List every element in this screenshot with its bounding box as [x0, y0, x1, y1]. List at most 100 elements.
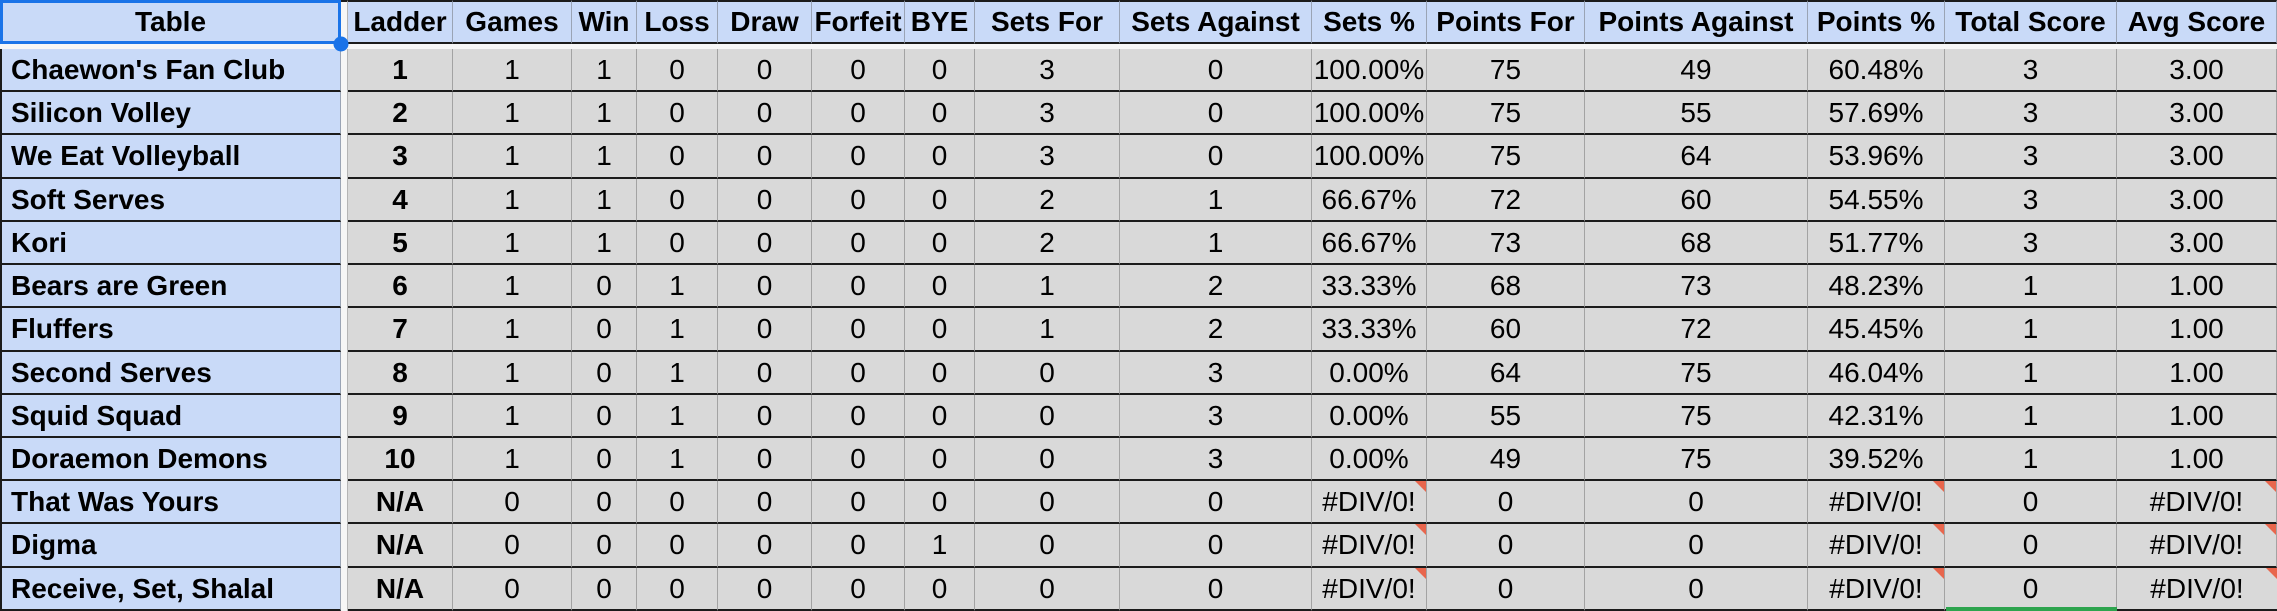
data-cell[interactable]: 46.04% — [1808, 351, 1945, 395]
data-cell[interactable]: 0 — [905, 135, 975, 179]
team-name-cell[interactable]: Squid Squad — [0, 394, 341, 438]
data-cell[interactable]: 0 — [718, 394, 812, 438]
header-cell-loss[interactable]: Loss — [637, 0, 718, 44]
data-cell[interactable]: 75 — [1585, 351, 1808, 395]
data-cell[interactable]: 3 — [1945, 135, 2117, 179]
header-cell-draw[interactable]: Draw — [718, 0, 812, 44]
data-cell[interactable]: 0 — [812, 92, 905, 136]
data-cell[interactable]: 3 — [1945, 92, 2117, 136]
data-cell[interactable]: 0 — [718, 567, 812, 611]
data-cell[interactable]: 1.00 — [2117, 265, 2277, 309]
data-cell[interactable]: 0 — [1427, 481, 1585, 525]
data-cell[interactable]: 72 — [1427, 178, 1585, 222]
data-cell[interactable]: 75 — [1585, 394, 1808, 438]
data-cell[interactable]: 2 — [975, 221, 1120, 266]
data-cell[interactable]: 1 — [637, 308, 718, 352]
data-cell[interactable]: 49 — [1427, 437, 1585, 482]
data-cell[interactable]: 3.00 — [2117, 221, 2277, 266]
data-cell[interactable]: 3 — [975, 49, 1120, 93]
team-name-cell[interactable]: Chaewon's Fan Club — [0, 49, 341, 93]
data-cell[interactable]: 0 — [453, 567, 572, 611]
team-name-cell[interactable]: Receive, Set, Shalal — [0, 567, 341, 611]
data-cell[interactable]: 0.00% — [1312, 437, 1427, 482]
data-cell[interactable]: 66.67% — [1312, 221, 1427, 266]
data-cell[interactable]: 3 — [1120, 437, 1312, 482]
data-cell[interactable]: 1 — [453, 265, 572, 309]
data-cell[interactable]: 0 — [905, 437, 975, 482]
team-name-cell[interactable]: Doraemon Demons — [0, 437, 341, 482]
team-name-cell[interactable]: That Was Yours — [0, 481, 341, 525]
data-cell[interactable]: 0 — [812, 308, 905, 352]
data-cell[interactable]: #DIV/0! — [2117, 524, 2277, 568]
data-cell[interactable]: 0 — [905, 49, 975, 93]
data-cell[interactable]: 42.31% — [1808, 394, 1945, 438]
data-cell[interactable]: 0 — [812, 351, 905, 395]
data-cell[interactable]: 1 — [1120, 178, 1312, 222]
data-cell[interactable]: 0 — [1427, 567, 1585, 611]
data-cell[interactable]: 60 — [1427, 308, 1585, 352]
data-cell[interactable]: 2 — [1120, 265, 1312, 309]
data-cell[interactable]: 0 — [975, 437, 1120, 482]
team-name-cell[interactable]: Soft Serves — [0, 178, 341, 222]
team-name-cell[interactable]: Second Serves — [0, 351, 341, 395]
team-name-cell[interactable]: Digma — [0, 524, 341, 568]
data-cell[interactable]: 0 — [1120, 567, 1312, 611]
data-cell[interactable]: 0 — [975, 481, 1120, 525]
data-cell[interactable]: 33.33% — [1312, 265, 1427, 309]
data-cell[interactable]: 1 — [572, 221, 637, 266]
data-cell[interactable]: 0 — [718, 92, 812, 136]
data-cell[interactable]: 3.00 — [2117, 178, 2277, 222]
header-cell-win[interactable]: Win — [572, 0, 637, 44]
data-cell[interactable]: 0 — [1585, 481, 1808, 525]
data-cell[interactable]: 75 — [1585, 437, 1808, 482]
data-cell[interactable]: 0 — [1945, 481, 2117, 525]
data-cell[interactable]: 0 — [1585, 567, 1808, 611]
data-cell[interactable]: 1 — [1945, 437, 2117, 482]
data-cell[interactable]: 0 — [1945, 567, 2117, 611]
data-cell[interactable]: 0 — [572, 524, 637, 568]
data-cell[interactable]: 8 — [348, 351, 453, 395]
data-cell[interactable]: #DIV/0! — [1808, 567, 1945, 611]
data-cell[interactable]: 0 — [812, 394, 905, 438]
data-cell[interactable]: 0 — [975, 567, 1120, 611]
data-cell[interactable]: 0 — [718, 308, 812, 352]
data-cell[interactable]: 0 — [718, 135, 812, 179]
data-cell[interactable]: 3 — [975, 135, 1120, 179]
data-cell[interactable]: 1 — [1945, 351, 2117, 395]
data-cell[interactable]: 1 — [572, 135, 637, 179]
data-cell[interactable]: 68 — [1585, 221, 1808, 266]
data-cell[interactable]: 0 — [1120, 49, 1312, 93]
data-cell[interactable]: 0 — [1120, 135, 1312, 179]
data-cell[interactable]: N/A — [348, 567, 453, 611]
data-cell[interactable]: 0 — [718, 437, 812, 482]
team-name-cell[interactable]: Kori — [0, 221, 341, 266]
data-cell[interactable]: 1 — [637, 394, 718, 438]
data-cell[interactable]: 1 — [975, 265, 1120, 309]
data-cell[interactable]: 0 — [572, 351, 637, 395]
data-cell[interactable]: 0 — [572, 265, 637, 309]
data-cell[interactable]: N/A — [348, 481, 453, 525]
data-cell[interactable]: 3 — [1945, 178, 2117, 222]
data-cell[interactable]: 1 — [637, 351, 718, 395]
data-cell[interactable]: N/A — [348, 524, 453, 568]
data-cell[interactable]: 53.96% — [1808, 135, 1945, 179]
data-cell[interactable]: 0 — [1427, 524, 1585, 568]
data-cell[interactable]: 0 — [637, 221, 718, 266]
data-cell[interactable]: 0 — [718, 178, 812, 222]
data-cell[interactable]: 0 — [453, 481, 572, 525]
data-cell[interactable]: 75 — [1427, 135, 1585, 179]
data-cell[interactable]: 0 — [812, 481, 905, 525]
data-cell[interactable]: 2 — [975, 178, 1120, 222]
data-cell[interactable]: 1 — [453, 394, 572, 438]
header-cell-sets-against[interactable]: Sets Against — [1120, 0, 1312, 44]
header-cell-total-score[interactable]: Total Score — [1945, 0, 2117, 44]
team-name-cell[interactable]: Fluffers — [0, 308, 341, 352]
data-cell[interactable]: 3 — [1945, 49, 2117, 93]
data-cell[interactable]: 55 — [1585, 92, 1808, 136]
data-cell[interactable]: 0 — [718, 481, 812, 525]
team-name-cell[interactable]: We Eat Volleyball — [0, 135, 341, 179]
data-cell[interactable]: 0 — [812, 178, 905, 222]
data-cell[interactable]: #DIV/0! — [1312, 567, 1427, 611]
header-cell-forfeit[interactable]: Forfeit — [812, 0, 905, 44]
selection-fill-handle[interactable] — [333, 36, 349, 52]
